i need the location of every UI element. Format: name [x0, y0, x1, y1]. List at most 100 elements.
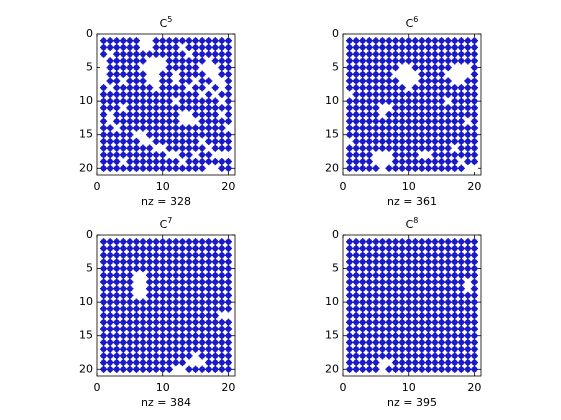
nonzero-marker — [198, 43, 206, 52]
nonzero-marker — [437, 43, 446, 52]
nonzero-marker — [106, 164, 114, 172]
nonzero-marker — [431, 57, 439, 65]
marker-star — [113, 151, 121, 159]
nonzero-marker — [398, 37, 406, 45]
nonzero-marker — [224, 57, 233, 65]
nonzero-marker — [191, 70, 200, 78]
nonzero-marker — [418, 63, 426, 72]
marker-star — [113, 144, 121, 152]
nonzero-marker — [470, 37, 479, 45]
x-axis-label: nz = 328 — [141, 195, 191, 208]
marker-star — [172, 137, 180, 146]
nonzero-marker — [437, 57, 446, 65]
marker-star — [126, 97, 134, 105]
nonzero-marker — [385, 43, 393, 52]
marker-star — [198, 84, 206, 92]
nonzero-marker — [99, 124, 108, 132]
nonzero-marker — [178, 124, 187, 132]
marker-star — [444, 77, 452, 85]
marker-star — [378, 57, 387, 65]
marker-star — [211, 137, 219, 146]
marker-star — [191, 84, 200, 92]
y-tick-label: 5 — [332, 61, 339, 74]
nonzero-marker — [365, 57, 373, 65]
nonzero-marker — [172, 164, 180, 172]
y-tick-label: 0 — [332, 27, 339, 40]
marker-star — [165, 50, 173, 58]
nonzero-marker — [398, 43, 406, 52]
marker-star — [139, 151, 147, 159]
nonzero-marker — [359, 84, 367, 92]
marker-star — [345, 70, 354, 78]
marker-star — [113, 164, 121, 172]
marker-star — [165, 104, 173, 112]
marker-star — [185, 77, 193, 85]
nonzero-marker — [211, 57, 219, 65]
marker-star — [106, 57, 114, 65]
nonzero-marker — [113, 70, 121, 78]
marker-star — [218, 131, 226, 139]
nonzero-marker — [113, 97, 121, 105]
nonzero-marker — [365, 77, 373, 85]
nonzero-marker — [165, 117, 173, 125]
nonzero-marker — [145, 144, 154, 152]
marker-star — [113, 50, 121, 58]
marker-star — [365, 57, 373, 65]
nonzero-marker — [444, 63, 452, 72]
nonzero-marker — [391, 50, 400, 58]
nonzero-marker — [411, 63, 419, 72]
marker-star — [139, 124, 147, 132]
y-tick-label: 10 — [79, 295, 93, 308]
marker-star — [391, 43, 400, 52]
nonzero-marker — [391, 37, 400, 45]
nonzero-marker — [139, 164, 147, 172]
title-exponent: 7 — [167, 216, 172, 225]
nonzero-marker — [211, 84, 219, 92]
nonzero-marker — [178, 164, 187, 172]
nonzero-marker — [119, 124, 127, 132]
nonzero-marker — [139, 77, 147, 85]
nonzero-marker — [211, 117, 219, 125]
marker-star — [464, 50, 472, 58]
marker-star — [372, 37, 380, 45]
marker-star — [365, 77, 373, 85]
marker-star — [359, 70, 367, 78]
nonzero-marker — [431, 43, 439, 52]
marker-star — [178, 37, 187, 45]
marker-star — [385, 84, 393, 92]
nonzero-marker — [205, 77, 213, 85]
marker-star — [378, 43, 387, 52]
nonzero-marker — [113, 151, 121, 159]
marker-star — [359, 57, 367, 65]
nonzero-marker — [106, 63, 114, 72]
marker-star — [152, 110, 160, 119]
nonzero-marker — [437, 37, 446, 45]
nonzero-marker — [378, 50, 387, 58]
nonzero-marker — [205, 157, 213, 166]
marker-star — [119, 57, 127, 65]
marker-star — [205, 104, 213, 112]
nonzero-marker — [126, 43, 134, 52]
nonzero-marker — [185, 43, 193, 52]
marker-star — [119, 43, 127, 52]
nonzero-marker — [113, 157, 121, 166]
nonzero-marker — [218, 43, 226, 52]
nonzero-marker — [126, 63, 134, 72]
nonzero-marker — [372, 77, 380, 85]
nonzero-marker — [218, 117, 226, 125]
marker-star — [99, 124, 108, 132]
nonzero-marker — [165, 43, 173, 52]
nonzero-marker — [359, 77, 367, 85]
nonzero-marker — [119, 84, 127, 92]
nonzero-marker — [132, 70, 141, 78]
nonzero-marker — [159, 90, 167, 99]
y-tick-label: 15 — [325, 128, 339, 141]
nonzero-marker — [211, 137, 219, 146]
marker-star — [139, 157, 147, 166]
nonzero-marker — [106, 157, 114, 166]
y-tick-label: 10 — [325, 295, 339, 308]
marker-star — [126, 77, 134, 85]
nonzero-marker — [198, 104, 206, 112]
marker-star — [119, 164, 127, 172]
nonzero-marker — [345, 43, 354, 52]
